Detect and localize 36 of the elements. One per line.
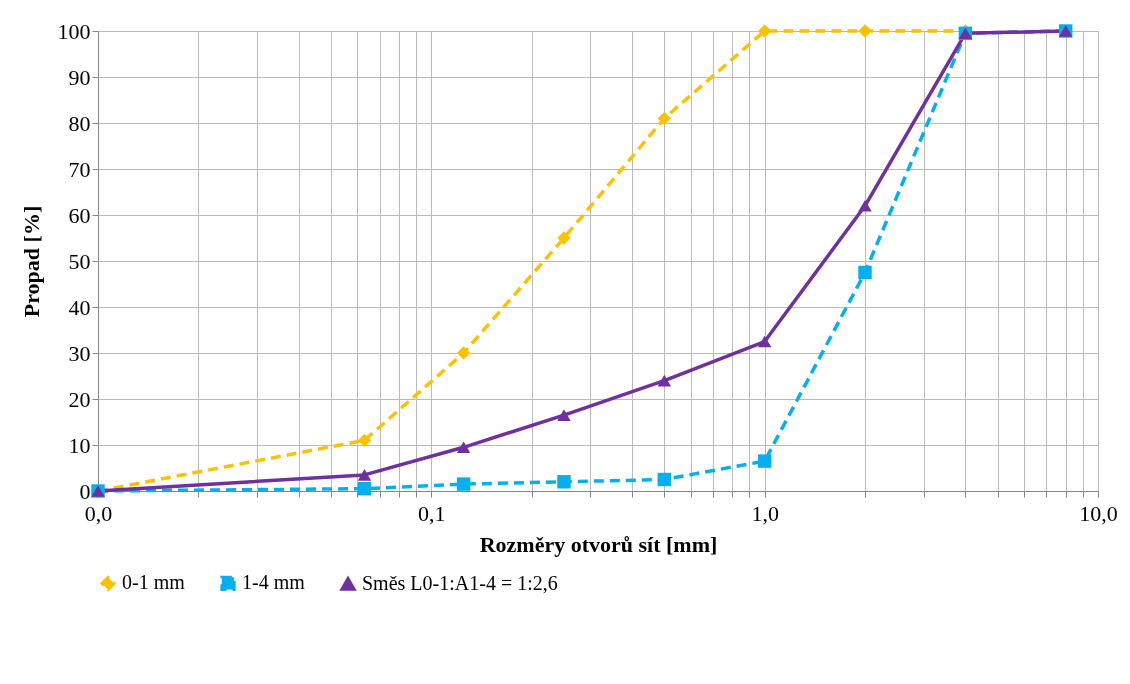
point xyxy=(357,469,372,481)
point xyxy=(858,24,872,38)
x-axis-title: Rozměry otvorů sít [mm] xyxy=(479,531,718,557)
point xyxy=(757,454,772,468)
point xyxy=(456,346,471,360)
y-tick-label: 50 xyxy=(68,248,91,274)
point xyxy=(557,409,571,421)
point xyxy=(357,433,372,448)
y-axis-title: Propad [%] xyxy=(18,205,44,318)
point xyxy=(657,472,672,487)
point xyxy=(657,111,672,126)
y-tick-label: 90 xyxy=(68,64,91,90)
point xyxy=(757,335,772,348)
x-tick-label: 0,1 xyxy=(418,500,446,526)
point xyxy=(557,475,571,489)
legend-label: 1-4 mm xyxy=(242,571,306,594)
point xyxy=(757,24,772,38)
point xyxy=(456,441,471,454)
legend-label: 0-1 mm xyxy=(122,571,186,594)
y-tick-label: 80 xyxy=(68,110,91,136)
y-tick-label: 100 xyxy=(57,18,91,44)
x-tick-label: 10,0 xyxy=(1079,500,1118,526)
y-tick-label: 10 xyxy=(68,432,91,458)
point xyxy=(858,199,872,212)
y-tick-label: 60 xyxy=(68,202,91,228)
point xyxy=(456,477,471,491)
point xyxy=(657,374,672,387)
point xyxy=(858,265,872,280)
point xyxy=(357,481,372,496)
legend-label: Směs L0-1:A1-4 = 1:2,6 xyxy=(362,571,558,594)
x-tick-label: 1,0 xyxy=(751,500,779,526)
y-tick-label: 20 xyxy=(68,386,91,412)
point xyxy=(557,231,571,245)
y-tick-label: 40 xyxy=(68,294,91,320)
y-tick-label: 70 xyxy=(68,156,91,182)
y-tick-label: 30 xyxy=(68,340,91,366)
